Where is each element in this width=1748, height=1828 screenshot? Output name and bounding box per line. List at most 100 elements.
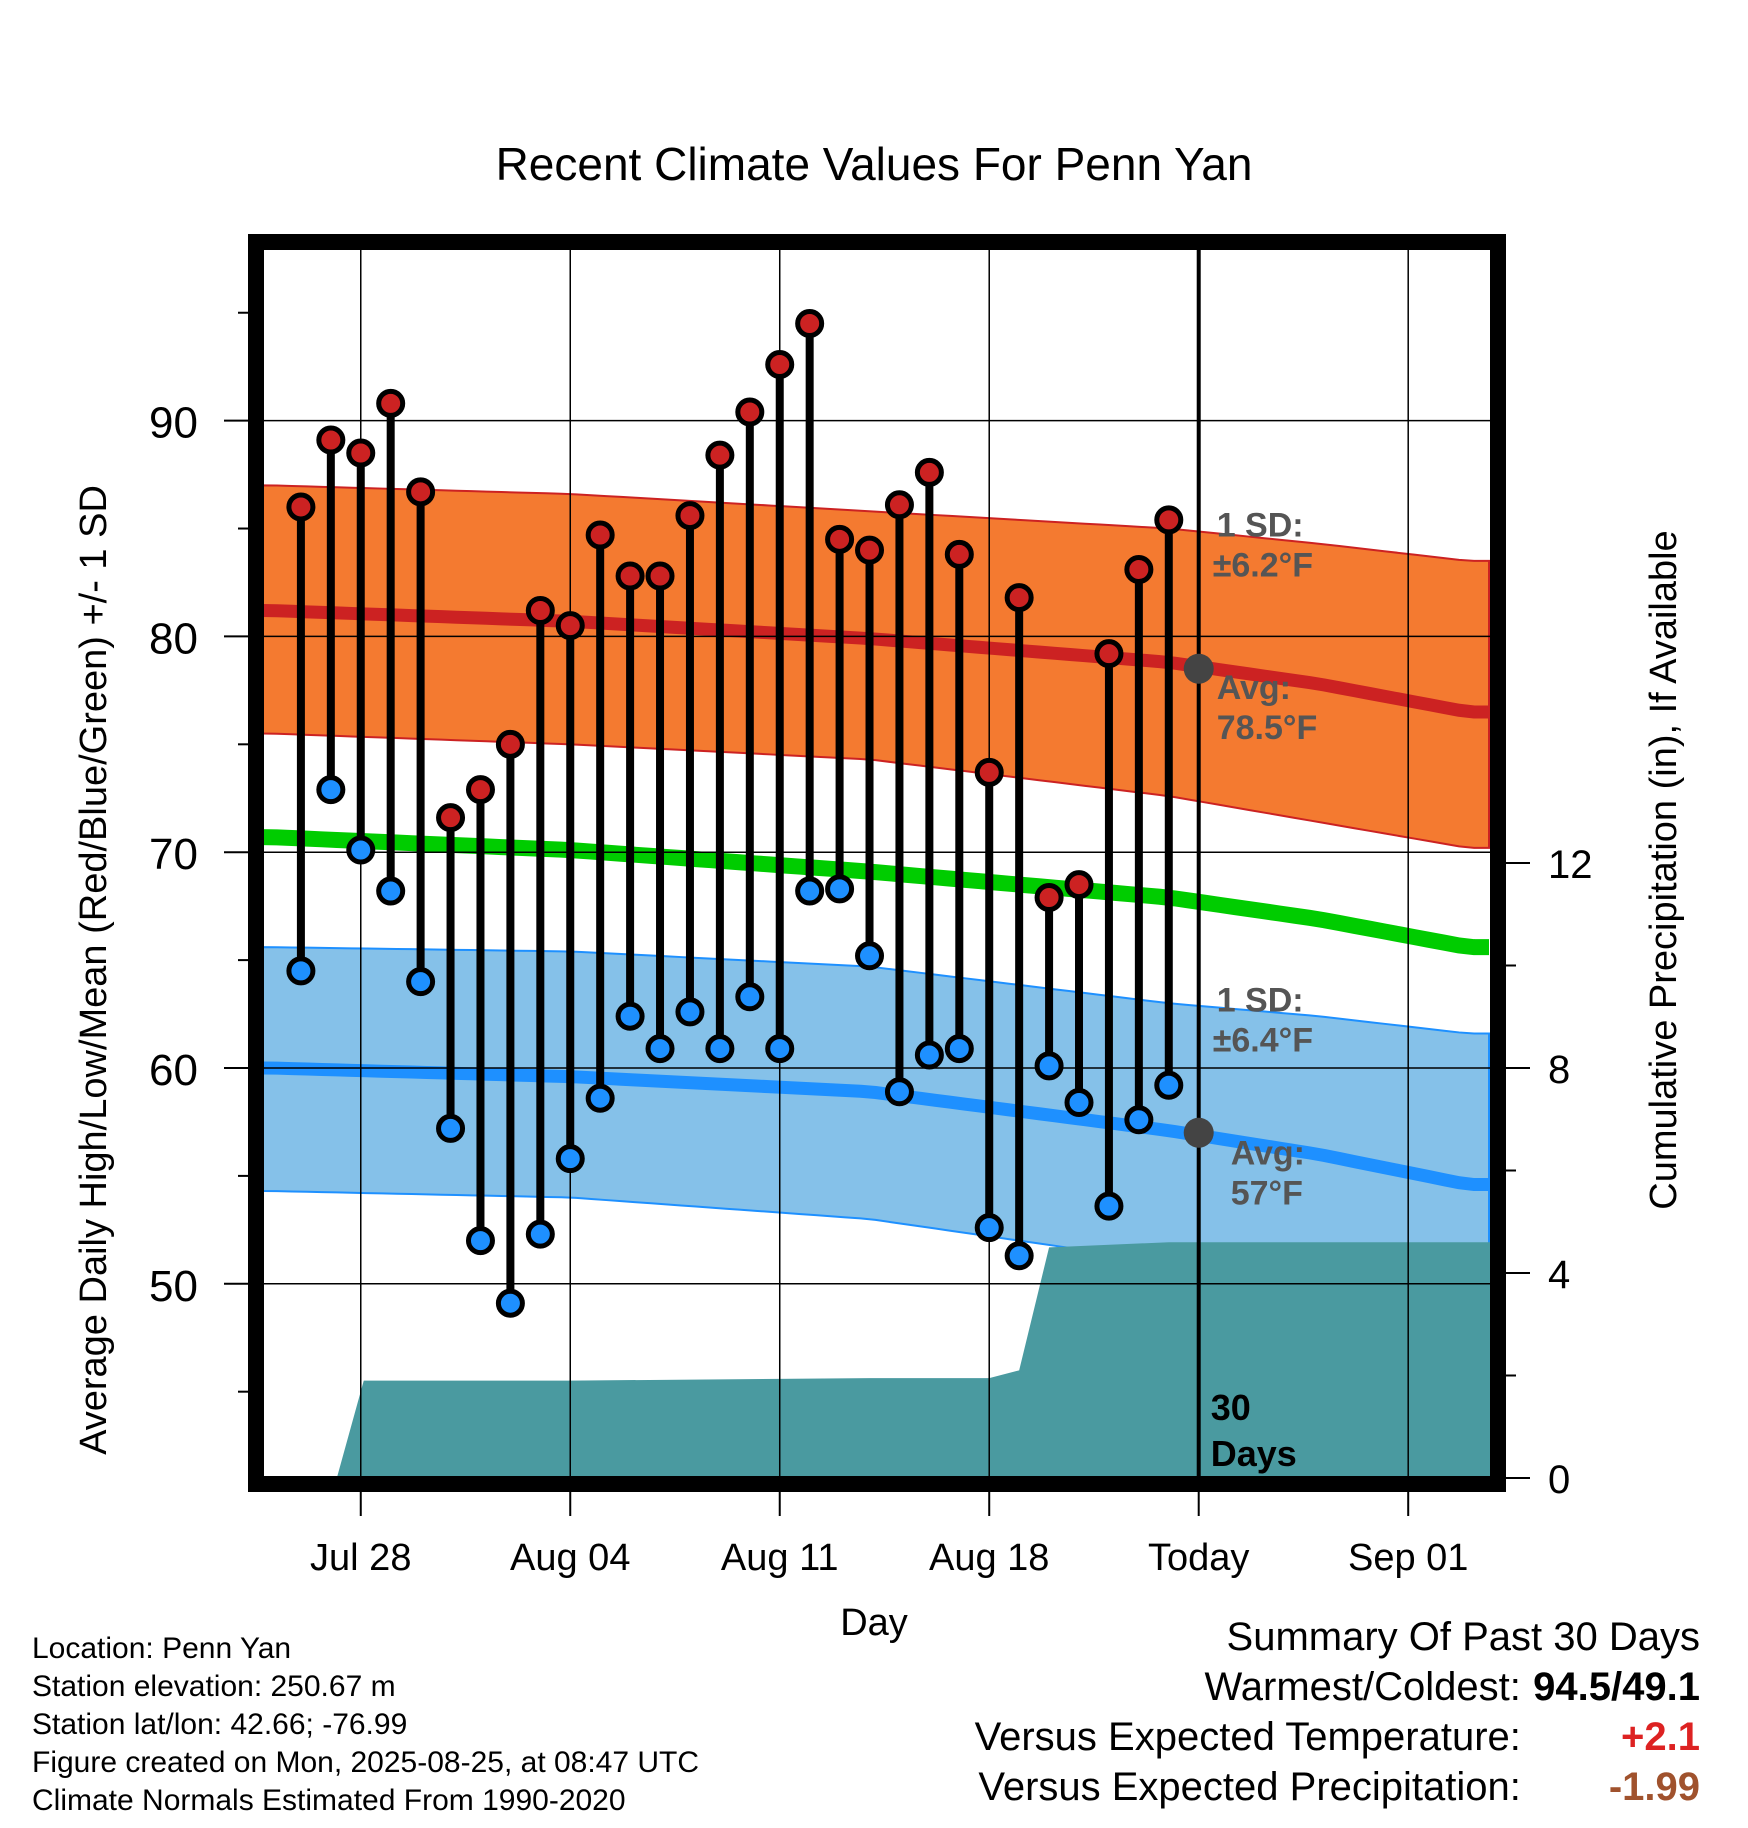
high-sd-value: ±6.2°F bbox=[1213, 547, 1313, 585]
daily-high-point bbox=[585, 520, 615, 550]
chart-title: Recent Climate Values For Penn Yan bbox=[496, 138, 1253, 190]
x-axis-label: Day bbox=[840, 1602, 908, 1644]
temp-value: +2.1 bbox=[1621, 1715, 1700, 1759]
warmest-coldest-label: Warmest/Coldest: bbox=[1204, 1665, 1521, 1709]
daily-low-point bbox=[495, 1288, 525, 1318]
station-info: Location: Penn Yan Station elevation: 25… bbox=[32, 1630, 699, 1820]
daily-high-point bbox=[1034, 883, 1064, 913]
daily-high-point bbox=[1124, 555, 1154, 585]
daily-low-point bbox=[585, 1083, 615, 1113]
daily-high-point bbox=[286, 492, 316, 522]
daily-low-point bbox=[376, 876, 406, 906]
days-count-word: Days bbox=[1211, 1433, 1297, 1474]
latlon-text: Station lat/lon: 42.66; -76.99 bbox=[32, 1708, 408, 1741]
y-tick-label: 50 bbox=[149, 1262, 198, 1311]
y-tick-label: 90 bbox=[149, 399, 198, 448]
daily-low-point bbox=[346, 835, 376, 865]
daily-high-point bbox=[735, 397, 765, 427]
x-tick-label: Aug 11 bbox=[721, 1537, 839, 1579]
daily-high-point bbox=[675, 501, 705, 531]
daily-low-point bbox=[795, 876, 825, 906]
daily-high-point bbox=[1064, 870, 1094, 900]
daily-high-point bbox=[914, 457, 944, 487]
daily-low-point bbox=[1094, 1191, 1124, 1221]
daily-high-point bbox=[795, 309, 825, 339]
daily-low-point bbox=[1064, 1088, 1094, 1118]
daily-low-point bbox=[286, 956, 316, 986]
daily-high-point bbox=[765, 350, 795, 380]
mean-average-line bbox=[262, 829, 1490, 956]
low-avg-value: 57°F bbox=[1231, 1175, 1303, 1213]
daily-low-point bbox=[914, 1040, 944, 1070]
daily-high-point bbox=[944, 539, 974, 569]
daily-low-point bbox=[436, 1113, 466, 1143]
daily-low-point bbox=[855, 941, 885, 971]
elevation-text: Station elevation: 250.67 m bbox=[32, 1670, 396, 1703]
low-avg-today-marker bbox=[1183, 1117, 1214, 1148]
daily-high-point bbox=[645, 561, 675, 591]
daily-high-point bbox=[555, 611, 585, 641]
created-text: Figure created on Mon, 2025-08-25, at 08… bbox=[32, 1746, 700, 1779]
daily-high-point bbox=[974, 757, 1004, 787]
daily-high-point bbox=[376, 388, 406, 418]
daily-low-point bbox=[765, 1034, 795, 1064]
x-tick-label: Today bbox=[1148, 1537, 1249, 1579]
summary-title: Summary Of Past 30 Days bbox=[1226, 1615, 1700, 1659]
daily-high-point bbox=[1004, 583, 1034, 613]
daily-high-point bbox=[855, 535, 885, 565]
daily-low-point bbox=[316, 775, 346, 805]
x-tick-label: Sep 01 bbox=[1348, 1537, 1468, 1579]
daily-low-point bbox=[1124, 1105, 1154, 1135]
daily-low-point bbox=[555, 1144, 585, 1174]
y2-tick-label: 8 bbox=[1548, 1048, 1570, 1092]
y-tick-label: 70 bbox=[149, 830, 198, 879]
precip-value: -1.99 bbox=[1608, 1765, 1700, 1809]
daily-high-point bbox=[525, 596, 555, 626]
y-axis-label: Average Daily High/Low/Mean (Red/Blue/Gr… bbox=[73, 485, 115, 1455]
daily-low-point bbox=[1034, 1051, 1064, 1081]
daily-high-point bbox=[316, 425, 346, 455]
precipitation-area bbox=[336, 1242, 1492, 1478]
daily-low-point bbox=[615, 1001, 645, 1031]
low-average-line bbox=[262, 1061, 1490, 1192]
daily-high-point bbox=[465, 775, 495, 805]
daily-high-point bbox=[406, 477, 436, 507]
y-tick-label: 60 bbox=[149, 1046, 198, 1095]
plot-frame bbox=[248, 234, 1506, 1492]
x-tick-label: Jul 28 bbox=[310, 1537, 411, 1579]
daily-low-point bbox=[675, 997, 705, 1027]
y-tick-label: 80 bbox=[149, 614, 198, 663]
x-tick-label: Aug 18 bbox=[929, 1537, 1049, 1579]
summary-warmest-coldest: Warmest/Coldest: 94.5/49.1 bbox=[975, 1662, 1701, 1712]
days-count-number: 30 bbox=[1211, 1387, 1251, 1428]
daily-high-point bbox=[884, 490, 914, 520]
axes: 50 60 70 80 90 0 4 8 12 Jul 28 Aug 04 Aug 11 Aug 18 T… bbox=[149, 234, 1593, 1579]
precip-label: Versus Expected Precipitation: bbox=[978, 1765, 1521, 1809]
daily-low-point bbox=[406, 967, 436, 997]
daily-low-point bbox=[465, 1226, 495, 1256]
low-sd-value: ±6.4°F bbox=[1213, 1021, 1313, 1059]
high-sd-label: 1 SD: bbox=[1217, 507, 1304, 545]
x-tick-label: Aug 04 bbox=[510, 1537, 630, 1579]
daily-low-point bbox=[1154, 1070, 1184, 1100]
daily-low-point bbox=[1004, 1241, 1034, 1271]
summary-temperature: Versus Expected Temperature: +2.1 bbox=[975, 1712, 1700, 1762]
high-avg-label: Avg: bbox=[1217, 669, 1291, 707]
daily-low-point bbox=[825, 874, 855, 904]
daily-low-point bbox=[974, 1213, 1004, 1243]
daily-low-point bbox=[884, 1077, 914, 1107]
temp-label: Versus Expected Temperature: bbox=[974, 1715, 1521, 1759]
y2-axis-label: Cumulative Precipitation (in), If Availa… bbox=[1643, 530, 1685, 1209]
low-avg-label: Avg: bbox=[1231, 1135, 1305, 1173]
daily-high-point bbox=[825, 524, 855, 554]
daily-high-point bbox=[436, 803, 466, 833]
low-sd-label: 1 SD: bbox=[1217, 981, 1304, 1019]
daily-high-point bbox=[615, 561, 645, 591]
high-average-line bbox=[262, 604, 1490, 719]
daily-high-point bbox=[1094, 639, 1124, 669]
summary-panel: Summary Of Past 30 Days Warmest/Coldest:… bbox=[975, 1612, 1700, 1812]
location-text: Location: Penn Yan bbox=[32, 1632, 292, 1665]
daily-high-point bbox=[495, 729, 525, 759]
